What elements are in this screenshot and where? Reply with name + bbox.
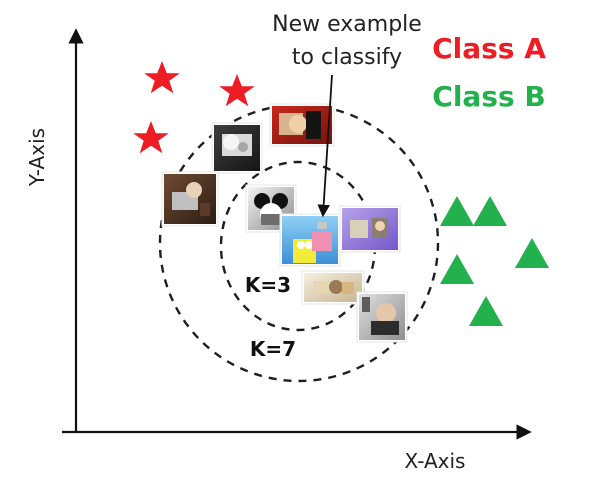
triangle-icon — [440, 196, 474, 226]
photo-thumbnail — [211, 122, 263, 174]
callout-arrow — [317, 74, 333, 218]
x-axis-label: X-Axis — [405, 449, 466, 473]
new-example-label-line1: New example — [272, 12, 422, 37]
triangle-icon — [440, 254, 474, 284]
star-icon — [133, 121, 169, 154]
class-a-stars — [133, 61, 255, 154]
photo-thumbnail — [161, 171, 219, 227]
legend: Class A Class B — [432, 32, 546, 113]
legend-class-a: Class A — [432, 32, 546, 65]
photo-thumbnail — [279, 213, 341, 267]
photo-thumbnail — [339, 205, 401, 253]
triangle-icon — [469, 296, 503, 326]
star-icon — [219, 74, 255, 107]
new-example-label-line2: to classify — [292, 45, 402, 70]
photo-thumbnail — [356, 291, 408, 343]
photo-thumbnail — [269, 103, 335, 147]
triangle-icon — [515, 238, 549, 268]
example-thumbnails — [161, 103, 408, 343]
k7-label: K=7 — [250, 337, 296, 361]
y-axis-label: Y-Axis — [25, 128, 49, 187]
triangle-icon — [473, 196, 507, 226]
legend-class-b: Class B — [432, 80, 545, 113]
class-b-triangles — [440, 196, 549, 326]
k3-label: K=3 — [245, 273, 291, 297]
star-icon — [144, 61, 180, 94]
photo-thumbnail — [301, 270, 365, 305]
new-example-callout: New example to classify — [272, 12, 422, 218]
